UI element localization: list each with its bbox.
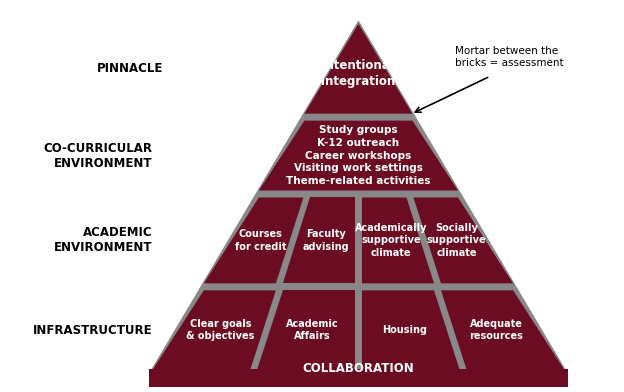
Text: Intentional
integration: Intentional integration [321, 59, 396, 88]
Text: Adequate
resources: Adequate resources [469, 319, 524, 341]
Polygon shape [441, 290, 565, 370]
Polygon shape [204, 198, 303, 283]
Polygon shape [259, 121, 458, 191]
Text: ACADEMIC
ENVIRONMENT: ACADEMIC ENVIRONMENT [54, 227, 153, 254]
Text: CO-CURRICULAR
ENVIRONMENT: CO-CURRICULAR ENVIRONMENT [44, 142, 153, 170]
Text: PINNACLE: PINNACLE [96, 62, 163, 75]
Polygon shape [305, 24, 412, 114]
Polygon shape [414, 198, 513, 283]
Text: INFRASTRUCTURE: INFRASTRUCTURE [33, 324, 153, 337]
Polygon shape [362, 198, 434, 283]
Text: Faculty
advising: Faculty advising [303, 229, 349, 252]
Text: Housing: Housing [382, 325, 427, 335]
Polygon shape [257, 290, 355, 370]
Text: Courses
for credit: Courses for credit [235, 229, 286, 252]
Polygon shape [149, 20, 568, 374]
Text: COLLABORATION: COLLABORATION [303, 362, 414, 375]
Text: Clear goals
& objectives: Clear goals & objectives [187, 319, 255, 341]
Polygon shape [362, 290, 460, 370]
Polygon shape [283, 198, 355, 283]
Text: Academically
supportive
climate: Academically supportive climate [355, 223, 427, 258]
Text: Socially
supportive
climate: Socially supportive climate [427, 223, 486, 258]
Text: Study groups
K-12 outreach
Career workshops
Visiting work settings
Theme-related: Study groups K-12 outreach Career worksh… [286, 125, 431, 186]
Polygon shape [152, 290, 276, 370]
Text: Mortar between the
bricks = assessment: Mortar between the bricks = assessment [456, 46, 564, 68]
Bar [149, 369, 568, 387]
Text: Academic
Affairs: Academic Affairs [286, 319, 339, 341]
